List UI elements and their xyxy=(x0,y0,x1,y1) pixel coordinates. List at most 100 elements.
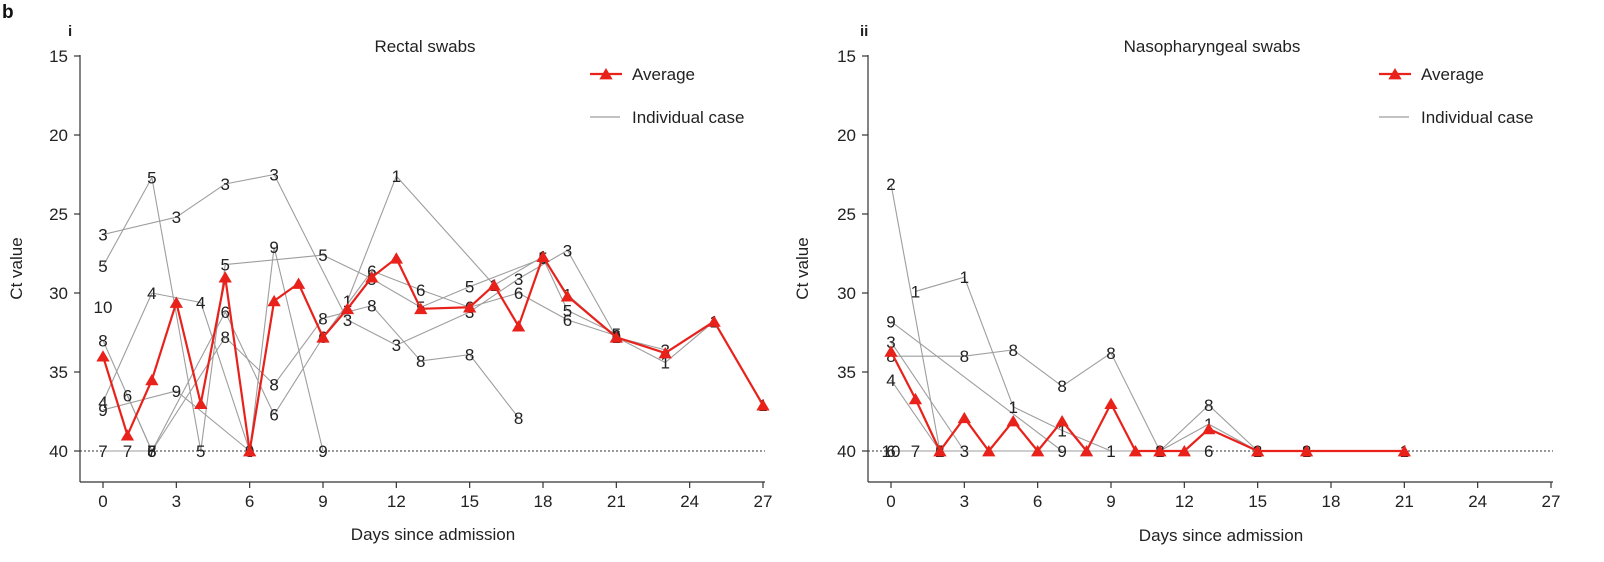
x-tick-label: 18 xyxy=(1322,492,1341,511)
y-tick-label: 20 xyxy=(837,126,856,145)
individual-case-segment-5 xyxy=(151,177,202,452)
average-line-segment xyxy=(517,256,545,327)
legend-average-marker xyxy=(1388,68,1402,80)
individual-case-segment-1 xyxy=(1012,406,1063,431)
average-point xyxy=(463,301,477,313)
average-point xyxy=(707,315,721,327)
individual-case-marker-6: 6 xyxy=(269,406,278,425)
average-point xyxy=(1031,445,1045,457)
average-point xyxy=(1128,445,1143,457)
individual-case-segment-5 xyxy=(102,177,153,267)
chart-legend: Average Individual case xyxy=(590,65,744,127)
y-tick-label: 30 xyxy=(837,284,856,303)
legend-individual-label: Individual case xyxy=(1421,108,1533,127)
individual-case-segment-8 xyxy=(469,354,519,419)
average-point xyxy=(389,252,403,264)
average-line-segment xyxy=(101,355,129,436)
average-point xyxy=(511,320,526,332)
individual-case-segment-8 xyxy=(1208,404,1259,452)
individual-case-marker-9: 9 xyxy=(98,401,107,420)
average-line-segment xyxy=(1110,403,1137,452)
individual-case-segment-9 xyxy=(273,247,324,452)
average-point xyxy=(957,411,971,424)
average-line-segment xyxy=(963,417,990,452)
average-point xyxy=(609,331,623,343)
individual-case-segment-8 xyxy=(1159,404,1210,452)
average-point xyxy=(982,445,996,457)
individual-case-marker-5: 5 xyxy=(563,301,572,320)
individual-case-segment-8 xyxy=(371,305,422,362)
average-point xyxy=(1079,445,1094,457)
individual-case-segment-3 xyxy=(102,216,177,236)
individual-case-segment-6 xyxy=(420,289,470,308)
x-tick-label: 21 xyxy=(607,492,626,511)
average-point xyxy=(414,302,428,315)
average-point xyxy=(560,290,575,302)
individual-case-segment-6 xyxy=(273,336,324,415)
individual-case-marker-5: 5 xyxy=(98,257,107,276)
individual-case-marker-3: 3 xyxy=(269,166,278,185)
individual-case-marker-3: 3 xyxy=(220,175,229,194)
individual-case-marker-7: 7 xyxy=(98,442,107,461)
x-tick-label: 6 xyxy=(1033,492,1042,511)
x-tick-label: 27 xyxy=(1542,492,1561,511)
x-tick-label: 15 xyxy=(460,492,479,511)
individual-case-segment-3 xyxy=(566,250,617,338)
individual-case-marker-6: 6 xyxy=(123,387,132,406)
chart-title: Rectal swabs xyxy=(374,37,475,56)
average-line-segment xyxy=(199,276,227,404)
individual-case-marker-1: 1 xyxy=(1057,421,1066,440)
individual-case-marker-8: 8 xyxy=(318,309,327,328)
individual-case-marker-8: 8 xyxy=(98,331,107,350)
individual-case-marker-3: 3 xyxy=(343,311,352,330)
individual-case-marker-9: 9 xyxy=(172,382,181,401)
individual-case-marker-8: 8 xyxy=(1204,396,1213,415)
x-tick-label: 21 xyxy=(1395,492,1414,511)
average-point xyxy=(145,373,159,386)
x-tick-label: 24 xyxy=(680,492,699,511)
average-point xyxy=(487,279,501,291)
individual-case-segment-6 xyxy=(371,270,421,291)
individual-case-segment-8 xyxy=(102,340,153,452)
y-tick-label: 30 xyxy=(49,284,68,303)
y-tick-label: 25 xyxy=(49,205,68,224)
average-point xyxy=(1397,445,1411,457)
average-point xyxy=(933,445,947,457)
individual-case-marker-8: 8 xyxy=(960,347,969,366)
individual-case-marker-8: 8 xyxy=(514,409,523,428)
individual-case-segment-5 xyxy=(371,278,422,308)
individual-case-segment-1 xyxy=(1159,423,1210,452)
y-tick-label: 35 xyxy=(837,363,856,382)
individual-case-marker-8: 8 xyxy=(220,328,229,347)
individual-case-marker-3: 3 xyxy=(563,241,572,260)
individual-case-marker-6: 6 xyxy=(220,303,229,322)
average-line-segment xyxy=(395,257,422,310)
individual-case-segment-8 xyxy=(1061,352,1112,387)
individual-case-segment-1 xyxy=(1061,429,1112,452)
individual-case-marker-7: 7 xyxy=(911,442,920,461)
individual-case-marker-6: 6 xyxy=(886,442,895,461)
individual-case-marker-4: 4 xyxy=(147,284,156,303)
individual-case-segment-3 xyxy=(396,311,470,346)
average-line-segment xyxy=(248,300,276,452)
individual-case-marker-3: 3 xyxy=(172,208,181,227)
chart-panel-tag: ii xyxy=(860,23,868,40)
legend-average-label: Average xyxy=(1421,65,1484,84)
individual-case-segment-8 xyxy=(1012,349,1063,387)
individual-case-marker-9: 9 xyxy=(269,238,278,257)
average-line-segment xyxy=(939,417,966,452)
individual-case-marker-6: 6 xyxy=(563,311,572,330)
individual-case-segment-1 xyxy=(664,321,715,363)
average-line-segment xyxy=(224,277,251,452)
individual-case-segment-6 xyxy=(469,292,519,308)
average-point xyxy=(1055,414,1069,427)
individual-case-marker-3: 3 xyxy=(98,226,107,245)
average-line-segment xyxy=(175,302,202,404)
individual-case-marker-10: 10 xyxy=(94,298,113,317)
x-tick-label: 15 xyxy=(1248,492,1267,511)
average-point xyxy=(658,347,672,359)
individual-case-segment-1 xyxy=(915,276,965,292)
